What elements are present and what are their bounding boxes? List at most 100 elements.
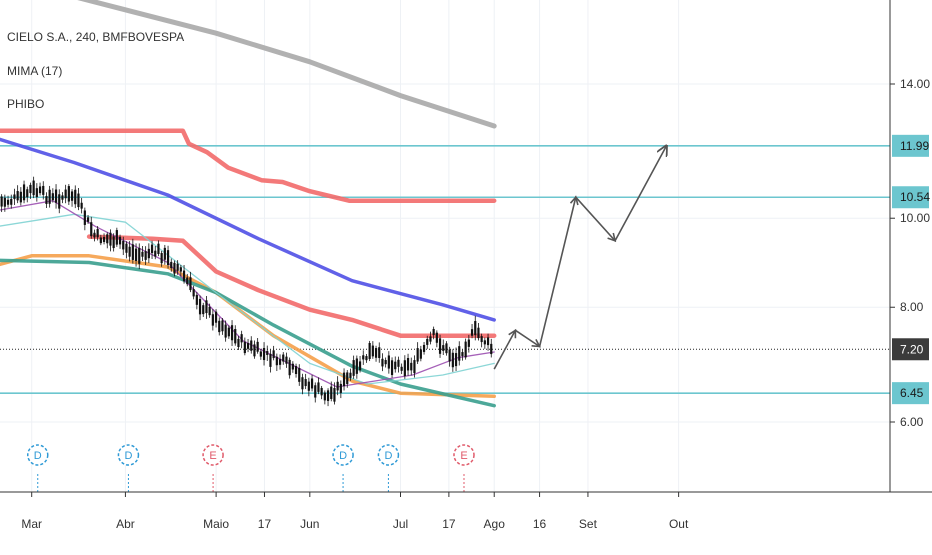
- candle-body: [275, 356, 278, 366]
- candle-body: [61, 195, 64, 200]
- series-red_band: [86, 234, 497, 338]
- candle-body: [99, 237, 102, 244]
- candle-body: [0, 196, 3, 207]
- x-tick-label: Out: [669, 517, 689, 531]
- candle-body: [426, 338, 429, 345]
- candle-body: [349, 372, 352, 378]
- candle-body: [442, 345, 445, 351]
- candle-body: [6, 199, 10, 205]
- y-tick-label: 14.00: [900, 77, 930, 91]
- event-marker: [202, 444, 224, 466]
- projection-arrowhead: [607, 232, 617, 243]
- candle-body: [330, 386, 333, 399]
- event-marker: [117, 444, 140, 466]
- candle-body: [400, 366, 403, 371]
- candle-body: [224, 324, 227, 338]
- candle-body: [160, 253, 163, 264]
- candle-body: [144, 251, 147, 260]
- candle-body: [333, 388, 336, 402]
- indicator-label-mima: MIMA (17): [7, 64, 62, 78]
- candle-body: [29, 184, 32, 194]
- series-cyan_ma: [0, 213, 495, 385]
- candle-body: [435, 332, 438, 343]
- candle-body: [83, 210, 86, 225]
- x-tick-label: Set: [579, 517, 598, 531]
- candle-body: [150, 244, 154, 254]
- candle-body: [317, 382, 320, 392]
- candle-body: [250, 340, 253, 351]
- candle-body: [416, 348, 419, 362]
- candle-body: [32, 180, 35, 196]
- candle-body: [419, 349, 422, 359]
- projection-line: [493, 146, 666, 370]
- candle-body: [406, 358, 410, 371]
- candle-body: [371, 345, 374, 357]
- series-red_band: [0, 128, 497, 203]
- candle-body: [90, 222, 93, 237]
- candle-body: [451, 352, 454, 368]
- candle-body: [256, 341, 259, 352]
- candle-body: [128, 246, 131, 257]
- candle-body: [26, 189, 29, 198]
- candle-body: [352, 360, 355, 376]
- candle-body: [86, 217, 90, 222]
- y-tick-label: 8.00: [900, 300, 924, 314]
- candle-body: [336, 381, 339, 391]
- candle-body: [458, 346, 461, 361]
- candle-body: [189, 277, 192, 291]
- candle-body: [115, 230, 118, 245]
- candle-body: [365, 356, 368, 361]
- candle-body: [211, 314, 214, 326]
- candle-body: [454, 353, 458, 367]
- candle-body: [96, 229, 99, 238]
- candle-body: [445, 343, 448, 354]
- projection-arrowhead: [508, 328, 517, 339]
- candle-body: [118, 236, 122, 245]
- candle-body: [38, 186, 42, 194]
- event-marker: [453, 444, 475, 466]
- candle-body: [112, 236, 115, 249]
- x-tick-label: Jun: [300, 517, 319, 531]
- candle-body: [109, 232, 112, 246]
- candle-body: [243, 341, 246, 354]
- candle-body: [147, 248, 150, 259]
- candle-body: [355, 358, 358, 374]
- candle-body: [70, 191, 74, 201]
- candle-body: [237, 338, 240, 348]
- series-blue_ma: [0, 137, 496, 322]
- candle-body: [448, 349, 451, 362]
- candle-body: [74, 189, 77, 205]
- candle-body: [422, 344, 426, 352]
- event-marker: [26, 444, 49, 466]
- candle-body: [163, 247, 166, 260]
- candle-body: [381, 358, 384, 367]
- candle-body: [310, 378, 314, 389]
- candle-body: [208, 306, 211, 316]
- candle-body: [22, 184, 26, 201]
- candle-body: [320, 387, 323, 396]
- candle-body: [230, 325, 234, 341]
- candle-body: [221, 320, 224, 332]
- candle-body: [397, 359, 400, 367]
- candle-body: [80, 202, 83, 209]
- candle-body: [307, 381, 310, 391]
- candle-body: [205, 300, 208, 314]
- candle-body: [186, 277, 189, 285]
- candle-body: [326, 390, 330, 401]
- level-price-label: 10.54: [900, 190, 930, 204]
- x-tick-label: Abr: [116, 517, 135, 531]
- candle-body: [176, 263, 179, 271]
- candle-body: [42, 185, 45, 195]
- candles: [0, 176, 493, 407]
- candle-body: [410, 362, 413, 371]
- candle-body: [179, 267, 182, 272]
- candle-body: [477, 327, 480, 339]
- candle-body: [346, 372, 349, 384]
- candle-body: [262, 347, 266, 361]
- candle-body: [438, 338, 442, 354]
- projection-arrowhead: [531, 339, 541, 348]
- candle-body: [125, 243, 128, 253]
